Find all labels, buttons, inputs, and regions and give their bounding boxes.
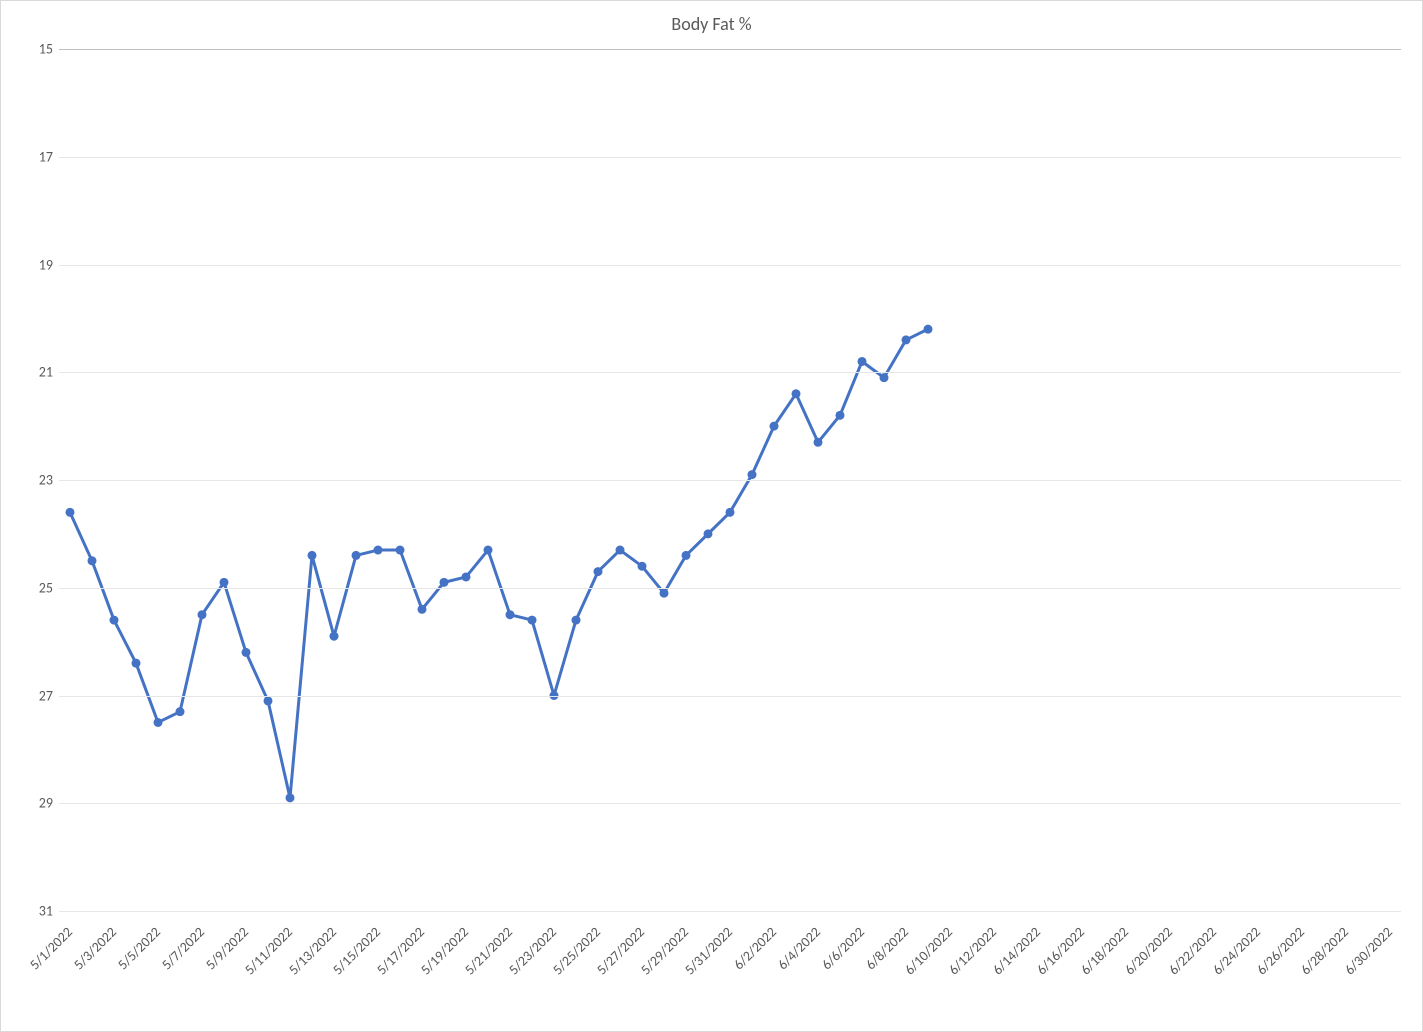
x-tick-label: 5/13/2022 (285, 923, 340, 978)
x-tick-label: 5/3/2022 (70, 923, 120, 973)
data-point (308, 551, 317, 560)
gridline (59, 911, 1401, 912)
x-tick-label: 6/20/2022 (1121, 923, 1176, 978)
x-tick-label: 6/30/2022 (1341, 923, 1396, 978)
data-point (682, 551, 691, 560)
data-point (198, 610, 207, 619)
data-point (836, 411, 845, 420)
x-tick-label: 5/27/2022 (593, 923, 648, 978)
gridline (59, 157, 1401, 158)
data-point (88, 556, 97, 565)
x-tick-label: 6/26/2022 (1253, 923, 1308, 978)
data-point (792, 389, 801, 398)
data-point (748, 470, 757, 479)
x-tick-label: 6/12/2022 (945, 923, 1000, 978)
x-tick-label: 5/25/2022 (549, 923, 604, 978)
data-point (594, 567, 603, 576)
data-point (242, 648, 251, 657)
x-tick-label: 5/21/2022 (461, 923, 516, 978)
data-point (176, 707, 185, 716)
data-point (660, 589, 669, 598)
data-point (220, 578, 229, 587)
x-tick-label: 5/29/2022 (637, 923, 692, 978)
chart-title: Body Fat % (1, 13, 1422, 35)
y-tick-label: 23 (39, 472, 53, 489)
data-point (264, 696, 273, 705)
y-tick-label: 27 (39, 687, 53, 704)
data-point (66, 508, 75, 517)
x-tick-label: 6/2/2022 (730, 923, 780, 973)
data-point (462, 572, 471, 581)
data-point (132, 659, 141, 668)
data-point (880, 373, 889, 382)
data-point (572, 616, 581, 625)
data-point (616, 546, 625, 555)
data-point (374, 546, 383, 555)
gridline (59, 480, 1401, 481)
data-point (858, 357, 867, 366)
gridline (59, 588, 1401, 589)
x-tick-label: 5/7/2022 (158, 923, 208, 973)
x-tick-label: 5/23/2022 (505, 923, 560, 978)
x-tick-label: 6/28/2022 (1297, 923, 1352, 978)
y-tick-label: 15 (39, 41, 53, 58)
y-tick-label: 17 (39, 148, 53, 165)
gridline (59, 372, 1401, 373)
data-point (924, 325, 933, 334)
data-point (528, 616, 537, 625)
y-tick-label: 25 (39, 579, 53, 596)
x-tick-label: 6/10/2022 (901, 923, 956, 978)
x-tick-label: 6/18/2022 (1077, 923, 1132, 978)
data-point (770, 422, 779, 431)
gridline (59, 696, 1401, 697)
plot-area: 1517192123252729315/1/20225/3/20225/5/20… (59, 49, 1401, 911)
x-tick-label: 6/16/2022 (1033, 923, 1088, 978)
chart-container: Body Fat % 1517192123252729315/1/20225/3… (0, 0, 1423, 1032)
x-tick-label: 5/1/2022 (26, 923, 76, 973)
data-point (440, 578, 449, 587)
data-point (418, 605, 427, 614)
x-tick-label: 5/19/2022 (417, 923, 472, 978)
y-tick-label: 29 (39, 795, 53, 812)
data-point (506, 610, 515, 619)
x-tick-label: 5/5/2022 (114, 923, 164, 973)
x-tick-label: 6/6/2022 (818, 923, 868, 973)
x-tick-label: 6/14/2022 (989, 923, 1044, 978)
x-tick-label: 5/17/2022 (373, 923, 428, 978)
x-tick-label: 5/31/2022 (681, 923, 736, 978)
series-line (70, 329, 928, 798)
y-tick-label: 21 (39, 364, 53, 381)
y-tick-label: 19 (39, 256, 53, 273)
data-point (396, 546, 405, 555)
data-point (704, 529, 713, 538)
x-tick-label: 6/4/2022 (774, 923, 824, 973)
data-point (286, 793, 295, 802)
x-tick-label: 6/24/2022 (1209, 923, 1264, 978)
x-tick-label: 6/22/2022 (1165, 923, 1220, 978)
y-tick-label: 31 (39, 903, 53, 920)
data-point (110, 616, 119, 625)
data-point (726, 508, 735, 517)
data-point (352, 551, 361, 560)
data-point (330, 632, 339, 641)
x-tick-label: 5/11/2022 (241, 923, 296, 978)
x-tick-label: 5/15/2022 (329, 923, 384, 978)
data-point (814, 438, 823, 447)
gridline (59, 265, 1401, 266)
data-point (484, 546, 493, 555)
data-point (154, 718, 163, 727)
data-point (638, 562, 647, 571)
data-point (902, 335, 911, 344)
gridline (59, 49, 1401, 50)
gridline (59, 803, 1401, 804)
